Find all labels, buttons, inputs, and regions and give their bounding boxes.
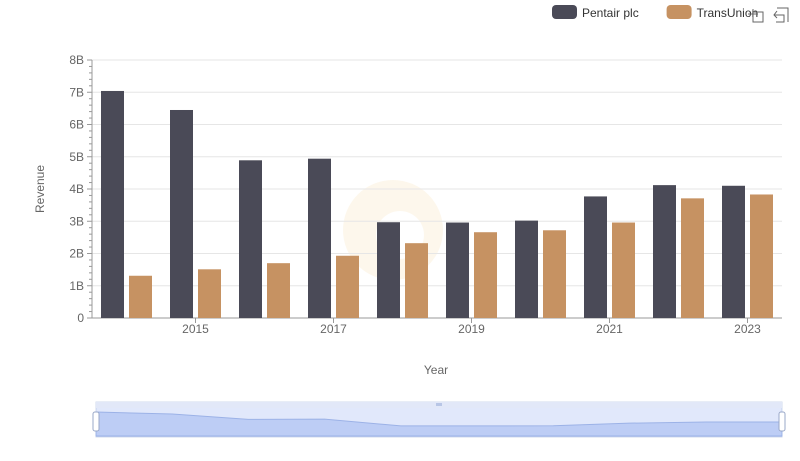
- y-tick-label: 5B: [69, 150, 84, 164]
- x-tick-label: 2021: [596, 322, 623, 336]
- bar-pentair-plc-2016[interactable]: [239, 160, 262, 318]
- x-tick-label: 2017: [320, 322, 347, 336]
- x-tick-label: 2023: [734, 322, 761, 336]
- x-tick-label: 2019: [458, 322, 485, 336]
- y-axis: 0 1B 2B 3B 4B 5B 6B 7B 8B: [69, 53, 93, 325]
- bar-pentair-plc-2022[interactable]: [653, 185, 676, 318]
- bar-transunion-2014[interactable]: [129, 275, 152, 318]
- slider-selected-range[interactable]: [96, 408, 782, 437]
- legend-swatch-pentair-plc[interactable]: [552, 5, 577, 19]
- bar-pentair-plc-2021[interactable]: [584, 196, 607, 318]
- legend[interactable]: Pentair plc TransUnion: [552, 5, 758, 20]
- legend-label-transunion[interactable]: TransUnion: [697, 6, 759, 20]
- zoom-select-icon[interactable]: [748, 9, 764, 23]
- bar-transunion-2023[interactable]: [750, 194, 773, 318]
- bar-pentair-plc-2015[interactable]: [170, 109, 193, 318]
- slider-preview-area: [95, 411, 783, 437]
- y-tick-label: 1B: [69, 279, 84, 293]
- legend-swatch-transunion[interactable]: [666, 5, 692, 19]
- y-tick-label: 0: [77, 311, 84, 325]
- bar-pentair-plc-2020[interactable]: [515, 220, 538, 318]
- y-tick-label: 8B: [69, 53, 84, 67]
- bar-pentair-plc-2018[interactable]: [377, 222, 400, 318]
- bar-transunion-2015[interactable]: [198, 269, 221, 318]
- y-tick-label: 4B: [69, 182, 84, 196]
- bar-transunion-2019[interactable]: [474, 232, 497, 318]
- bar-transunion-2016[interactable]: [267, 263, 290, 318]
- bar-transunion-2017[interactable]: [336, 255, 359, 318]
- bars: [101, 90, 773, 319]
- y-tick-label: 6B: [69, 118, 84, 132]
- bar-pentair-plc-2023[interactable]: [722, 185, 745, 318]
- x-axis-title: Year: [424, 363, 448, 377]
- bar-pentair-plc-2017[interactable]: [308, 158, 331, 318]
- bar-transunion-2020[interactable]: [543, 230, 566, 318]
- zoom-reset-icon[interactable]: [773, 7, 789, 23]
- bar-pentair-plc-2014[interactable]: [101, 90, 124, 319]
- slider-move-handle-icon[interactable]: [436, 403, 442, 406]
- bar-pentair-plc-2019[interactable]: [446, 222, 469, 318]
- x-axis: 2015 2017 2019 2021 2023: [92, 317, 782, 336]
- legend-label-pentair-plc[interactable]: Pentair plc: [582, 6, 639, 20]
- bar-transunion-2021[interactable]: [612, 222, 635, 318]
- zoom-slider[interactable]: [92, 401, 786, 438]
- y-tick-label: 7B: [69, 85, 84, 99]
- x-tick-label: 2015: [182, 322, 209, 336]
- y-tick-label: 2B: [69, 247, 84, 261]
- bar-transunion-2022[interactable]: [681, 198, 704, 318]
- bar-transunion-2018[interactable]: [405, 243, 428, 318]
- slider-right-handle[interactable]: [778, 411, 786, 432]
- y-tick-label: 3B: [69, 214, 84, 228]
- slider-left-handle[interactable]: [92, 411, 100, 432]
- y-axis-title: Revenue: [33, 165, 47, 213]
